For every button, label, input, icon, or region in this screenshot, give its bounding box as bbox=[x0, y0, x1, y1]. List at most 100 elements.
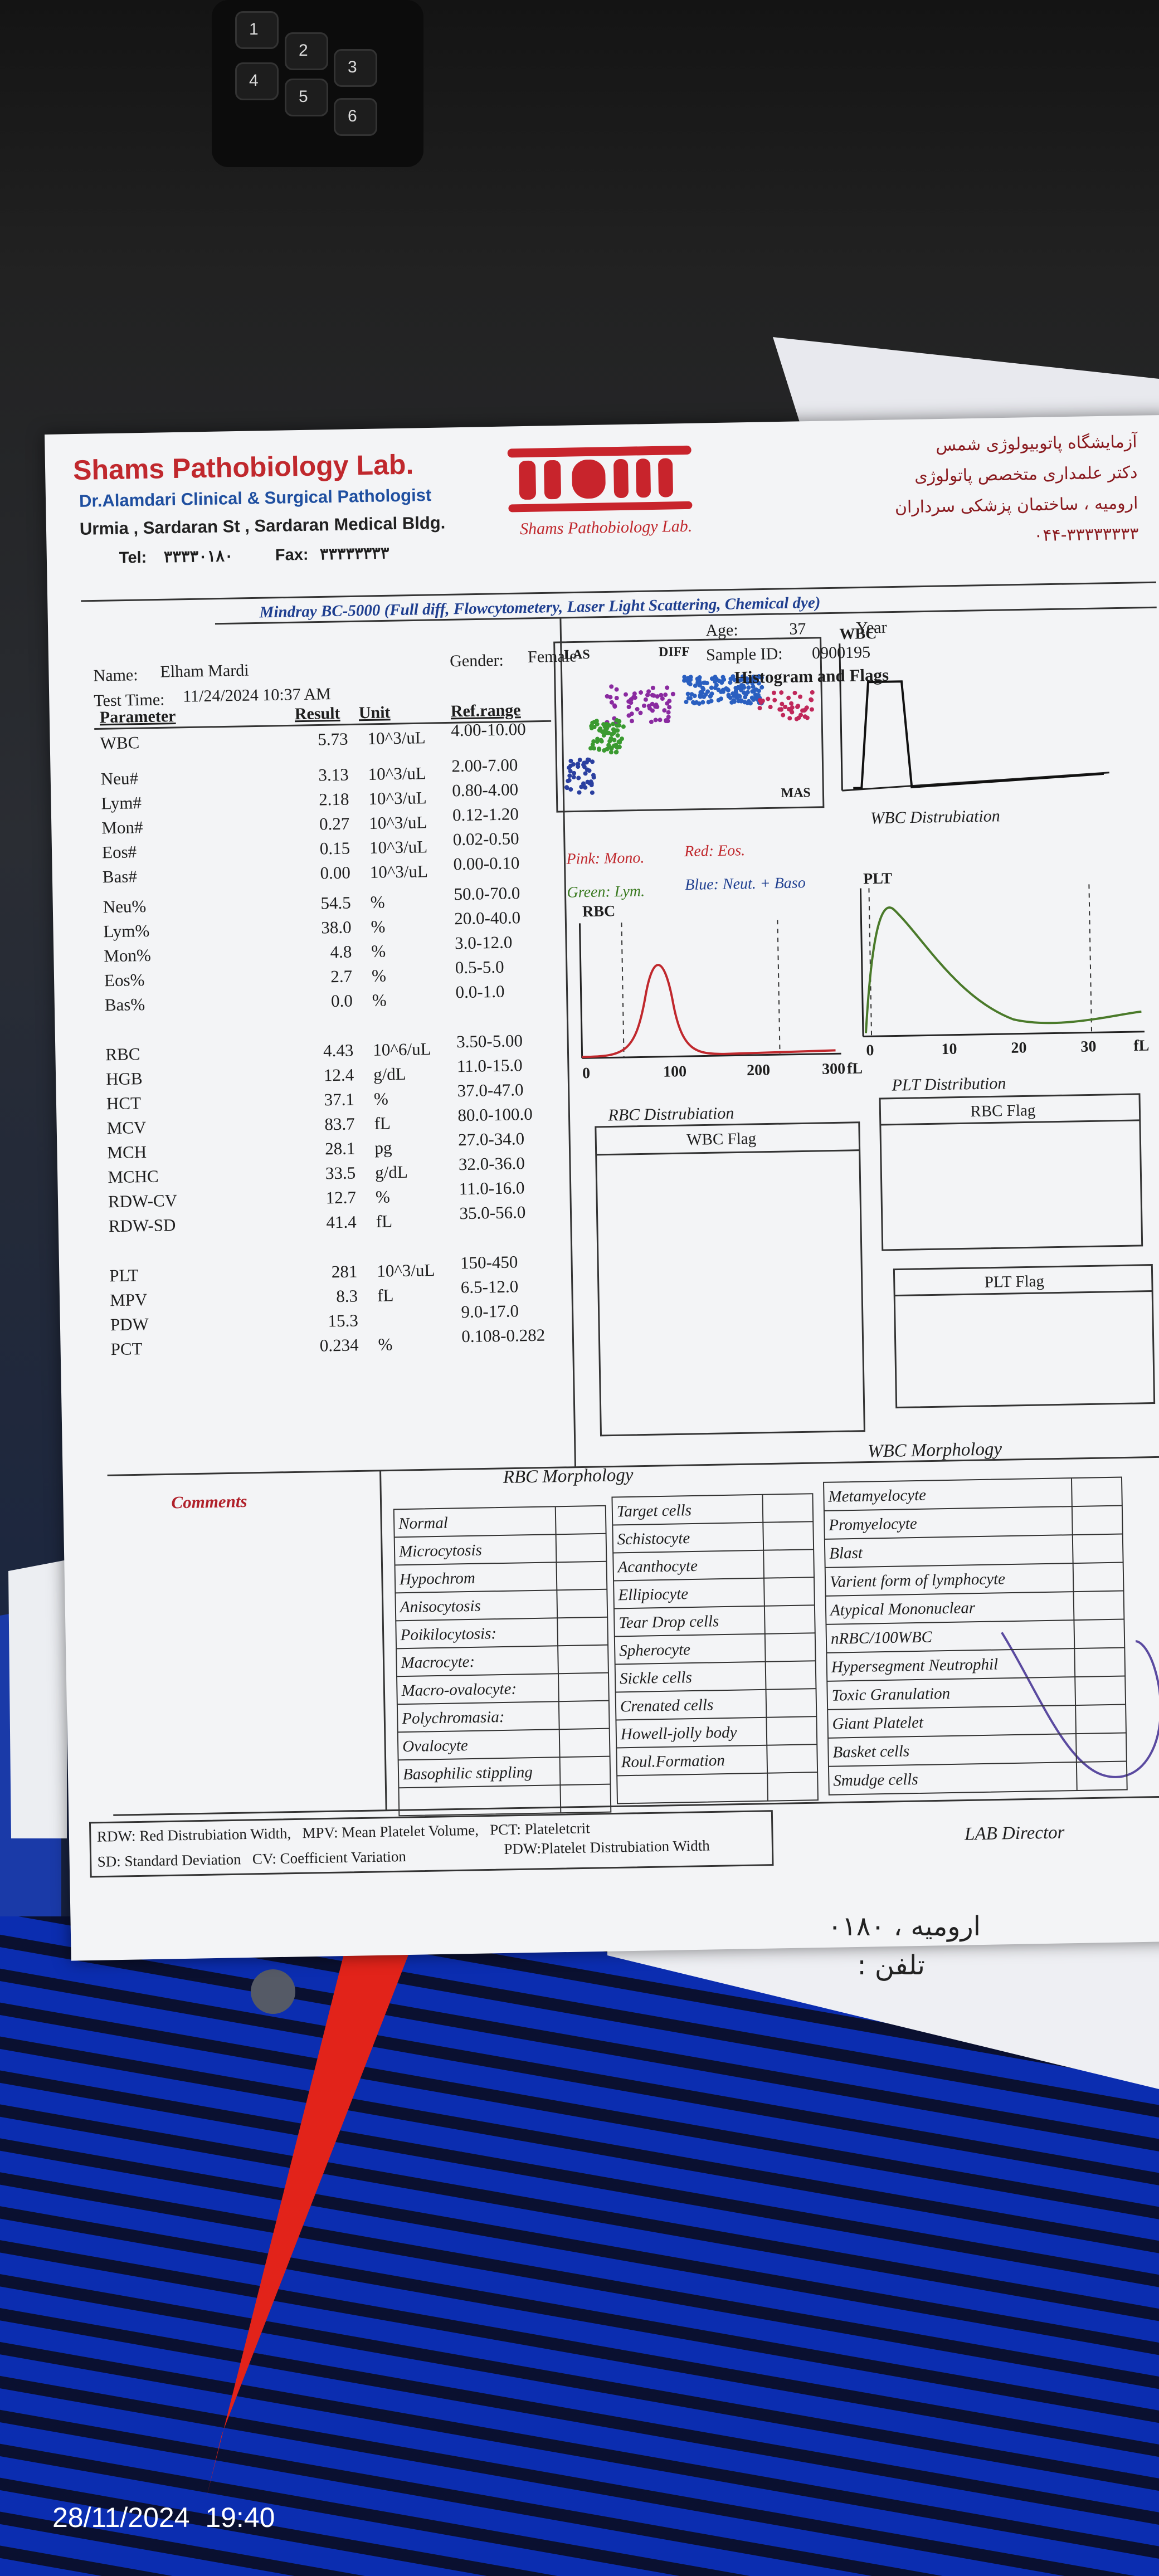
hist-caption: PLT Distribution bbox=[892, 1074, 1006, 1095]
morph-item: Tear Drop cells bbox=[619, 1612, 719, 1632]
result: 281 bbox=[331, 1261, 358, 1282]
morph-item: Sickle cells bbox=[619, 1668, 693, 1688]
morph-item: Anisocytosis bbox=[400, 1597, 481, 1617]
scatter-dot bbox=[713, 679, 718, 684]
scatter-dot bbox=[607, 723, 612, 728]
scatter-dot bbox=[611, 721, 616, 726]
scatter-dot bbox=[738, 678, 743, 683]
legend: Blue: Neut. + Baso bbox=[685, 874, 806, 894]
report-graphics bbox=[81, 445, 1159, 1878]
name: Elham Mardi bbox=[160, 661, 249, 681]
scatter-dot bbox=[703, 692, 708, 697]
logo bbox=[507, 445, 693, 513]
unit: % bbox=[372, 990, 387, 1010]
unit: % bbox=[373, 1089, 389, 1109]
scatter-dot bbox=[805, 715, 810, 720]
scatter-dot bbox=[688, 681, 693, 686]
result: 0.00 bbox=[320, 862, 351, 883]
scatter-dot bbox=[592, 725, 597, 730]
scatter-dot bbox=[670, 691, 675, 696]
scatter-dot bbox=[685, 691, 690, 696]
result: 0.15 bbox=[319, 838, 350, 858]
scatter-dot bbox=[728, 695, 733, 700]
morph-item: Ellipiocyte bbox=[618, 1585, 689, 1604]
hist-tick: 30 bbox=[1080, 1038, 1097, 1056]
histogram-axes bbox=[578, 643, 1145, 1059]
scatter-dot bbox=[658, 718, 663, 723]
result: 54.5 bbox=[320, 892, 352, 913]
result: 4.8 bbox=[330, 941, 352, 962]
morph-item: Howell-jolly body bbox=[620, 1723, 737, 1744]
scatter-dot bbox=[591, 739, 596, 744]
scatter-dot bbox=[613, 750, 619, 755]
label: Gender: bbox=[449, 651, 504, 671]
keypad-key bbox=[334, 49, 377, 87]
parameter: MCH bbox=[107, 1142, 147, 1163]
scatter-dot bbox=[597, 728, 602, 733]
scatter-dot bbox=[693, 683, 698, 688]
scatter-dot bbox=[713, 675, 718, 680]
scatter-dot bbox=[641, 703, 646, 708]
tel: ۳۳۳۳۰۱۸۰ bbox=[163, 547, 233, 567]
keypad-key bbox=[285, 79, 328, 116]
unit: 10^3/uL bbox=[368, 763, 427, 784]
scatter-dot bbox=[759, 685, 764, 690]
scatter-dot bbox=[739, 699, 744, 704]
morph-item: Spherocyte bbox=[619, 1641, 691, 1660]
unit: % bbox=[375, 1187, 391, 1207]
scatter-label: LAS bbox=[563, 647, 590, 662]
scatter-dot bbox=[792, 690, 797, 695]
scatter-dot bbox=[614, 718, 619, 723]
ref-range: 0.5-5.0 bbox=[455, 957, 504, 978]
scatter-dot bbox=[650, 692, 655, 697]
morph-item: Microcytosis bbox=[398, 1541, 483, 1561]
hist-tick: 200 bbox=[746, 1061, 771, 1080]
scatter-dot bbox=[621, 724, 626, 729]
scatter-dot bbox=[756, 681, 761, 686]
scatter-dot bbox=[577, 790, 582, 795]
scatter-dot bbox=[686, 676, 691, 681]
parameter: RDW-CV bbox=[108, 1191, 178, 1212]
scatter-dot bbox=[777, 707, 782, 712]
result: 0.27 bbox=[319, 813, 350, 834]
hist-tick: fL bbox=[1133, 1037, 1150, 1055]
result: 38.0 bbox=[320, 917, 352, 938]
scatter-dot bbox=[667, 699, 672, 704]
ref-range: 2.00-7.00 bbox=[451, 755, 518, 776]
unit: fL bbox=[374, 1113, 391, 1133]
ref-range: 0.0-1.0 bbox=[455, 981, 505, 1002]
result: 83.7 bbox=[324, 1114, 355, 1134]
flag-title: PLT Flag bbox=[984, 1272, 1045, 1291]
result: 0.0 bbox=[330, 991, 353, 1011]
morph-item: Normal bbox=[398, 1514, 449, 1533]
unit: % bbox=[370, 892, 385, 912]
hist-caption: RBC Distrubiation bbox=[608, 1104, 734, 1125]
section-title: Histogram and Flags bbox=[734, 665, 889, 687]
scatter-dot bbox=[719, 689, 724, 694]
keypad-key bbox=[235, 62, 279, 100]
hist-label: WBC bbox=[839, 625, 877, 643]
tel-label: Tel: bbox=[119, 548, 147, 567]
scatter-dot bbox=[659, 692, 664, 697]
parameter: Lym% bbox=[103, 920, 150, 941]
scatter-dot bbox=[590, 790, 595, 795]
ref-range: 6.5-12.0 bbox=[460, 1276, 519, 1297]
scatter-dot bbox=[718, 696, 723, 701]
hist-tick: fL bbox=[846, 1060, 863, 1078]
parameter: Bas# bbox=[102, 866, 138, 887]
scatter-dot bbox=[591, 746, 596, 751]
scatter-dot bbox=[568, 787, 573, 792]
parameter: Mon% bbox=[104, 945, 152, 966]
scatter-dot bbox=[688, 696, 693, 701]
scatter-dot bbox=[737, 694, 742, 699]
morph-item: Macrocyte: bbox=[401, 1652, 475, 1672]
parameter: HCT bbox=[106, 1093, 142, 1114]
scatter-dot bbox=[587, 768, 592, 773]
scatter-dot bbox=[612, 738, 617, 743]
rbc-curve bbox=[582, 964, 836, 1058]
scatter-dot bbox=[682, 675, 687, 680]
comments-title: Comments bbox=[171, 1491, 247, 1513]
unit: 10^3/uL bbox=[369, 837, 428, 857]
scatter-dot bbox=[612, 728, 617, 733]
scatter-dot bbox=[576, 762, 581, 767]
